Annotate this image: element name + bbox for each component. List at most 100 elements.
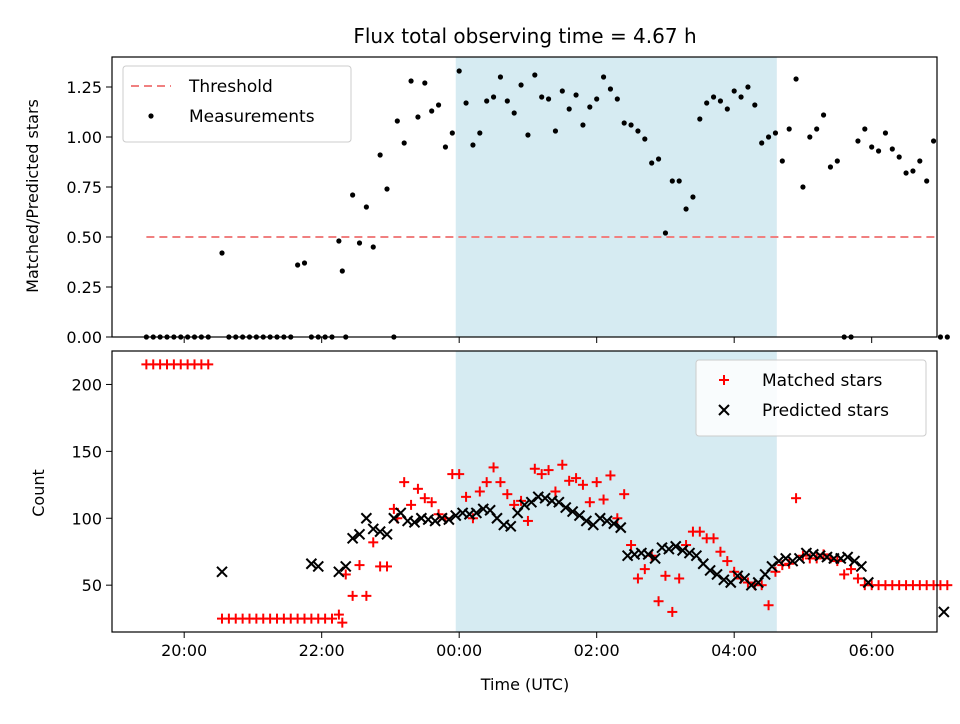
measurement-point	[552, 128, 559, 134]
measurement-point	[587, 104, 593, 110]
measurement-point	[518, 82, 524, 88]
predicted-star-point	[539, 492, 551, 504]
measurement-point	[655, 156, 662, 162]
measurement-point	[697, 116, 703, 122]
matched-star-point	[529, 463, 540, 474]
predicted-star-point	[731, 570, 744, 582]
measurement-point	[752, 102, 758, 108]
measurement-point	[910, 168, 916, 174]
measurement-point	[435, 102, 442, 108]
matched-star-point	[203, 359, 214, 370]
predicted-star-point	[766, 560, 778, 573]
measurement-point	[477, 130, 483, 136]
chart-title: Flux total observing time = 4.67 h	[353, 24, 696, 48]
predicted-star-point	[786, 555, 799, 567]
y-tick-label: 150	[71, 442, 102, 461]
measurement-point	[363, 204, 369, 210]
measurement-point	[621, 120, 627, 126]
predicted-star-point	[312, 560, 324, 573]
predicted-star-point	[938, 606, 950, 618]
matched-star-point	[674, 573, 685, 584]
predicted-star-point	[780, 552, 792, 565]
matched-star-point	[791, 493, 802, 504]
predicted-star-point	[553, 496, 565, 508]
predicted-star-point	[340, 560, 352, 573]
predicted-star-point	[360, 512, 373, 524]
measurement-point	[896, 154, 902, 160]
top-panel: 0.00 0.25 0.50 0.75 1.00 1.25 Threshold Measure…	[66, 56, 950, 347]
measurement-point	[422, 80, 428, 86]
matched-star-point	[632, 573, 643, 584]
measurement-point	[662, 230, 669, 236]
measurement-point	[683, 206, 689, 212]
y-tick-label: 1.00	[66, 128, 102, 147]
legend-box	[695, 359, 927, 437]
measurement-point	[800, 184, 806, 190]
matched-star-point	[564, 475, 575, 486]
predicted-star-point	[642, 548, 654, 561]
predicted-star-point	[615, 521, 627, 534]
matched-star-point	[327, 613, 337, 624]
measurement-point	[875, 148, 882, 154]
matched-star-point	[667, 606, 678, 617]
predicted-star-point	[525, 496, 538, 508]
measurement-point	[807, 134, 813, 140]
legend-swatch-matched	[719, 375, 729, 385]
predicted-star-point	[862, 576, 874, 589]
predicted-star-point	[429, 515, 441, 527]
predicted-star-point	[566, 505, 579, 518]
predicted-star-point	[443, 513, 455, 526]
measurement-point	[377, 152, 383, 158]
predicted-star-point	[346, 532, 359, 545]
observing-span	[455, 57, 777, 337]
measurement-point	[738, 94, 744, 100]
matched-star-point	[354, 560, 365, 571]
y-tick-label: 100	[71, 509, 102, 528]
measurement-point	[545, 96, 552, 102]
measurement-point	[862, 126, 868, 132]
matched-star-point	[598, 494, 609, 505]
matched-star-point	[942, 580, 953, 591]
matched-star-point	[474, 486, 485, 497]
measurement-point	[745, 84, 751, 90]
matched-star-point	[522, 515, 533, 526]
measurement-point	[566, 106, 572, 112]
measurement-point	[356, 240, 363, 246]
x-tick-label: 00:00	[436, 641, 482, 660]
matched-star-point	[488, 462, 499, 473]
matched-star-point	[406, 499, 417, 510]
measurement-point	[607, 86, 614, 92]
predicted-star-point	[505, 520, 517, 532]
predicted-star-point	[676, 544, 689, 557]
predicted-star-point	[560, 501, 572, 514]
y-tick-label: 0.50	[66, 228, 102, 247]
x-tick-label: 22:00	[299, 641, 345, 660]
matched-star-point	[584, 497, 595, 508]
measurement-point	[717, 98, 724, 104]
measurement-point	[759, 140, 765, 146]
predicted-star-point	[450, 509, 462, 522]
measurement-point	[614, 96, 620, 102]
measurement-point	[882, 130, 889, 136]
measurement-point	[504, 98, 510, 104]
predicted-star-point	[855, 560, 868, 573]
measurement-point	[930, 138, 937, 144]
measurement-point	[704, 100, 710, 106]
measurement-point	[442, 144, 449, 150]
axes-frame	[111, 56, 938, 338]
matched-star-point	[619, 489, 630, 500]
matched-star-point	[536, 469, 547, 480]
matched-star-point	[481, 477, 492, 488]
matched-star-point	[722, 556, 733, 567]
measurement-point	[350, 192, 356, 198]
measurement-point	[937, 334, 944, 340]
predicted-star-point	[848, 555, 861, 567]
measurement-point	[944, 334, 950, 340]
x-axis-label: Time (UTC)	[480, 675, 569, 694]
y-tick-label: 50	[82, 576, 102, 595]
y-tick-label: 1.25	[66, 78, 102, 97]
matched-star-point	[361, 590, 372, 601]
legend-swatch-measurements	[148, 113, 154, 119]
